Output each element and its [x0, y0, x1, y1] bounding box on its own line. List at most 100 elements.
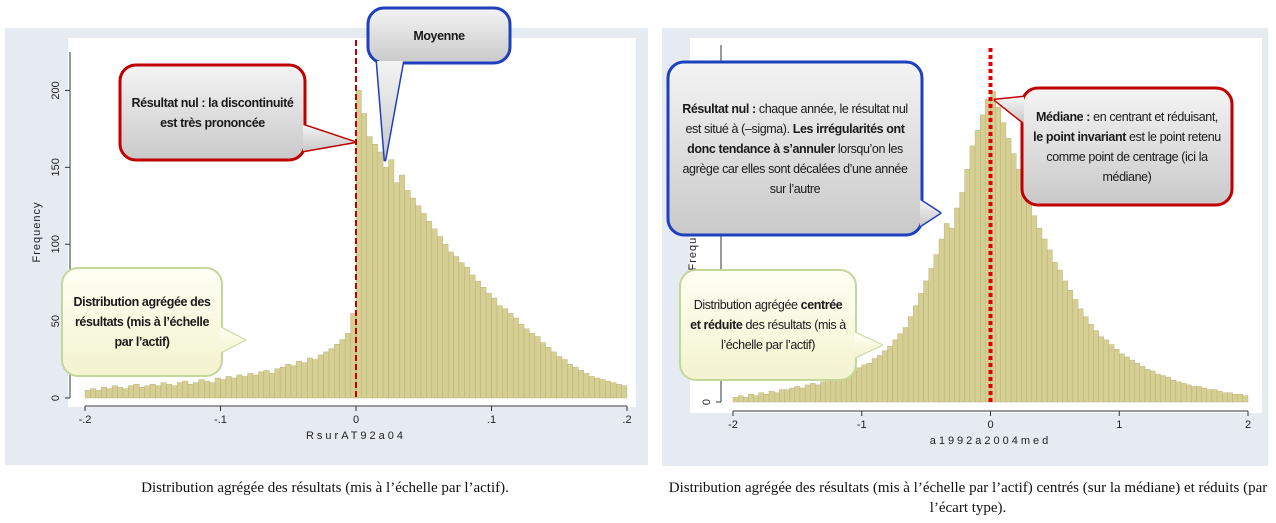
- caption: Distribution agrégée des résultats (mis …: [141, 480, 509, 496]
- bar: [545, 347, 552, 399]
- callout-text: Médiane : en centrant et réduisant, le p…: [1032, 107, 1222, 187]
- bar: [410, 197, 416, 399]
- callout-box: [118, 63, 307, 162]
- bar: [748, 394, 754, 403]
- bar: [810, 383, 816, 403]
- bar: [1067, 290, 1074, 403]
- bar: [887, 345, 893, 403]
- bar: [1206, 389, 1213, 403]
- bar: [1005, 137, 1012, 403]
- bar: [1119, 353, 1125, 403]
- bar: [1021, 184, 1027, 403]
- bar: [594, 377, 601, 399]
- x-tick-label: -.2: [79, 414, 92, 426]
- bar: [507, 313, 514, 399]
- callout-box: [366, 6, 512, 65]
- callout-tail-join: [220, 327, 245, 353]
- bar: [323, 351, 330, 399]
- callout-tail-join: [377, 61, 403, 160]
- bar: [856, 367, 862, 403]
- callout-segment: Médiane :: [1036, 109, 1091, 124]
- bar: [279, 367, 286, 399]
- bar: [1046, 249, 1053, 403]
- callout: Distribution agrégée centrée et réduite …: [680, 270, 856, 380]
- bar: [1108, 344, 1115, 403]
- bar: [897, 333, 904, 403]
- bar: [779, 389, 785, 403]
- bar: [241, 376, 248, 399]
- bar: [789, 387, 796, 403]
- bar: [1093, 330, 1099, 403]
- bar: [1072, 299, 1079, 403]
- bar: [95, 390, 102, 399]
- bar: [496, 305, 503, 399]
- bar: [907, 316, 914, 403]
- bar: [804, 384, 811, 403]
- bar: [334, 343, 340, 399]
- bar: [404, 190, 411, 399]
- bar: [1144, 369, 1151, 403]
- bar: [339, 339, 346, 399]
- callout-tail-join: [920, 200, 940, 226]
- bar: [954, 207, 960, 403]
- bar: [198, 379, 205, 399]
- callout-text: Distribution agrégée centrée et réduite …: [690, 295, 846, 355]
- bar: [882, 350, 888, 403]
- bar: [949, 227, 955, 403]
- bar: [220, 379, 227, 399]
- bar: [1000, 122, 1007, 403]
- bar: [1196, 386, 1202, 403]
- bar: [269, 373, 275, 399]
- callout-text: Résultat nul : chaque année, le résultat…: [678, 99, 912, 199]
- bar: [923, 280, 929, 403]
- callout-text: Distribution agrégée des résultats (mis …: [72, 292, 212, 352]
- bar: [523, 328, 530, 399]
- bar: [1165, 376, 1171, 403]
- bar: [111, 385, 118, 399]
- callout-tail-join: [854, 332, 882, 358]
- bar: [732, 397, 739, 403]
- bar: [258, 371, 265, 399]
- bar: [610, 382, 617, 399]
- x-tick-label: .2: [622, 414, 631, 426]
- callout-segment: Distribution agrégée: [693, 298, 801, 312]
- bar: [101, 387, 107, 399]
- bar: [913, 305, 919, 403]
- callout-segment: en centrant et réduisant,: [1090, 109, 1222, 124]
- bar: [959, 192, 965, 403]
- bar: [1232, 394, 1238, 403]
- bar: [799, 387, 806, 403]
- bar: [599, 379, 606, 399]
- bar: [1180, 383, 1187, 403]
- x-tick-label: -.1: [214, 414, 227, 426]
- y-tick-label: 0: [701, 399, 713, 405]
- x-axis-label: RsurAT92a04: [306, 430, 406, 442]
- bar: [377, 151, 384, 399]
- bar: [605, 380, 611, 399]
- bar: [1242, 395, 1249, 403]
- y-tick-label: 0: [50, 395, 62, 401]
- bar: [247, 373, 254, 399]
- callout-tail-join: [995, 97, 1024, 123]
- bar: [301, 362, 308, 399]
- bar: [160, 382, 167, 399]
- y-tick-label: 150: [50, 158, 62, 176]
- bar: [1134, 362, 1141, 403]
- bar: [122, 388, 129, 399]
- bar: [469, 274, 476, 399]
- bar: [995, 106, 1002, 403]
- bar: [1077, 308, 1084, 403]
- bar: [1237, 394, 1244, 403]
- callout: Résultat nul : chaque année, le résultat…: [668, 62, 922, 235]
- bar: [1062, 280, 1068, 403]
- bar: [877, 355, 883, 403]
- bar: [263, 370, 270, 399]
- bar: [1155, 373, 1161, 403]
- bar: [578, 370, 584, 399]
- bar: [415, 205, 422, 399]
- bar: [815, 384, 821, 403]
- bar: [171, 385, 178, 399]
- x-axis-label: a1992a2004med: [930, 435, 1052, 447]
- bar: [285, 363, 292, 399]
- bar: [540, 342, 546, 399]
